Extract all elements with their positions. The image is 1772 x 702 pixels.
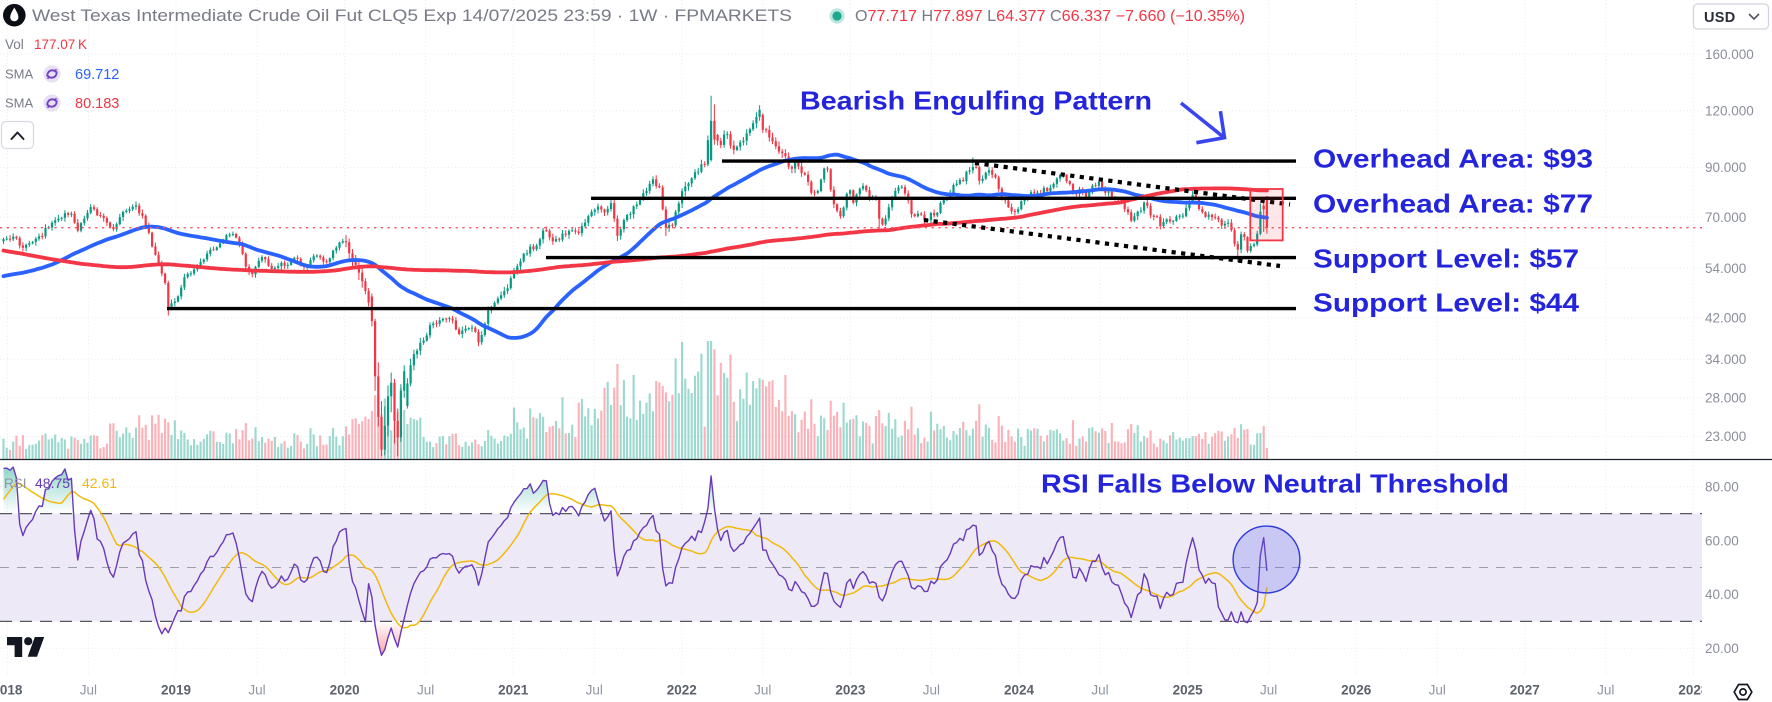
svg-text:2018: 2018 [0, 683, 23, 698]
svg-text:Jul: Jul [417, 683, 434, 698]
svg-text:Jul: Jul [1597, 683, 1614, 698]
svg-text:2026: 2026 [1341, 683, 1372, 698]
svg-text:42.000: 42.000 [1705, 311, 1746, 326]
svg-text:RSI Falls Below Neutral Thresh: RSI Falls Below Neutral Threshold [1041, 469, 1509, 499]
svg-text:28.000: 28.000 [1705, 390, 1746, 405]
svg-text:Jul: Jul [248, 683, 265, 698]
svg-text:20.00: 20.00 [1705, 641, 1739, 656]
svg-text:80.183: 80.183 [75, 96, 119, 112]
svg-text:90.000: 90.000 [1705, 160, 1746, 175]
svg-text:Support Level: $57: Support Level: $57 [1313, 244, 1579, 274]
svg-text:Jul: Jul [1091, 683, 1108, 698]
svg-text:42.61: 42.61 [82, 475, 117, 491]
svg-text:Jul: Jul [754, 683, 771, 698]
svg-text:2027: 2027 [1510, 683, 1540, 698]
svg-text:2019: 2019 [161, 683, 191, 698]
svg-text:O77.717 H77.897 L64.377 C66.33: O77.717 H77.897 L64.377 C66.337 −7.660 (… [855, 8, 1245, 25]
svg-text:2025: 2025 [1173, 683, 1204, 698]
svg-text:48.75: 48.75 [35, 475, 70, 491]
svg-text:70.000: 70.000 [1705, 210, 1746, 225]
svg-text:160.000: 160.000 [1705, 47, 1754, 62]
svg-text:SMA: SMA [5, 96, 34, 111]
svg-text:Jul: Jul [1260, 683, 1277, 698]
svg-text:Jul: Jul [80, 683, 97, 698]
svg-text:RSI: RSI [4, 476, 27, 491]
svg-text:60.00: 60.00 [1705, 533, 1739, 548]
svg-text:Overhead Area: $77: Overhead Area: $77 [1313, 189, 1593, 219]
svg-text:SMA: SMA [5, 67, 34, 82]
svg-text:USD: USD [1704, 10, 1736, 26]
svg-text:23.000: 23.000 [1705, 429, 1746, 444]
svg-text:Jul: Jul [1429, 683, 1446, 698]
svg-text:2020: 2020 [330, 683, 360, 698]
svg-text:54.000: 54.000 [1705, 261, 1746, 276]
svg-text:2024: 2024 [1004, 683, 1035, 698]
svg-text:2028: 2028 [1678, 683, 1709, 698]
svg-text:West Texas Intermediate Crude: West Texas Intermediate Crude Oil Fut CL… [32, 7, 792, 25]
svg-text:Jul: Jul [586, 683, 603, 698]
svg-text:34.000: 34.000 [1705, 352, 1746, 367]
svg-text:Support Level: $44: Support Level: $44 [1313, 288, 1580, 318]
svg-text:120.000: 120.000 [1705, 104, 1754, 119]
svg-text:69.712: 69.712 [75, 67, 119, 83]
svg-text:Bearish Engulfing Pattern: Bearish Engulfing Pattern [800, 86, 1152, 116]
svg-text:Vol: Vol [5, 37, 24, 52]
svg-text:177.07 K: 177.07 K [34, 37, 87, 52]
svg-text:80.00: 80.00 [1705, 479, 1739, 494]
svg-text:2021: 2021 [498, 683, 529, 698]
svg-text:Overhead Area: $93: Overhead Area: $93 [1313, 144, 1593, 174]
svg-text:2022: 2022 [667, 683, 697, 698]
svg-text:2023: 2023 [835, 683, 866, 698]
svg-text:40.00: 40.00 [1705, 587, 1739, 602]
svg-text:Jul: Jul [923, 683, 940, 698]
